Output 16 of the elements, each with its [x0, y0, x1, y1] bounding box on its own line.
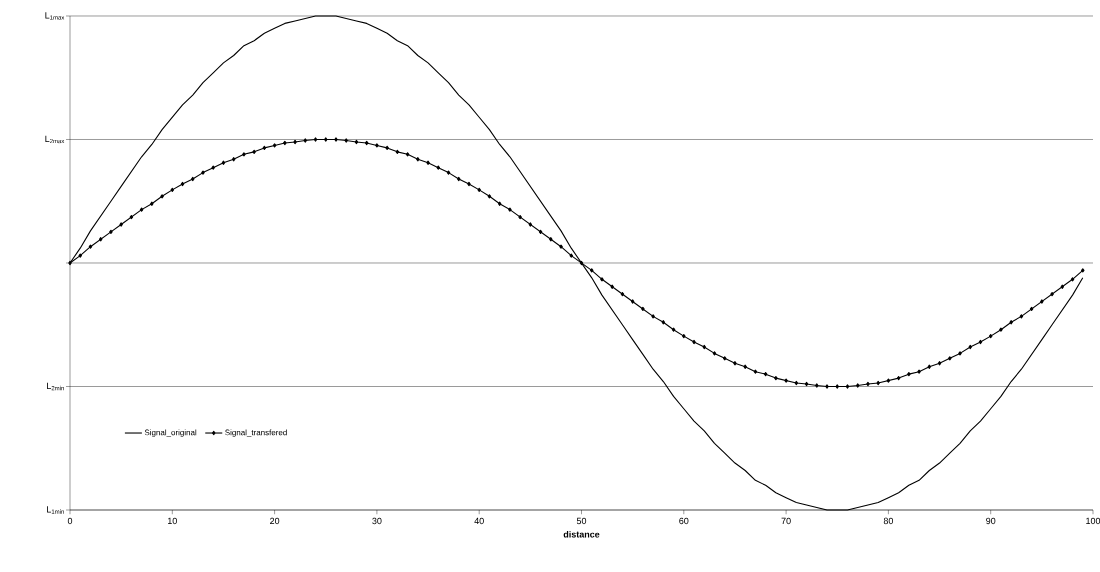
x-tick-label: 20 — [270, 517, 280, 525]
ref-line-label: L$_{1max}$ — [45, 12, 65, 20]
ref-line-label: L$_{2max}$ — [45, 135, 65, 144]
x-tick-label: 0 — [67, 517, 73, 525]
x-tick-label: 80 — [883, 517, 894, 525]
x-tick-label: 90 — [986, 517, 996, 525]
ref-line-label: L$_{2min}$ — [47, 382, 64, 391]
x-tick-label: 100 — [1086, 517, 1100, 525]
x-tick-label: 50 — [576, 517, 587, 525]
x-tick-label: 70 — [781, 517, 791, 525]
x-tick-label: 60 — [679, 517, 689, 525]
x-axis-title: distance — [563, 530, 600, 538]
ref-line-label: L$_{1min}$ — [47, 506, 64, 514]
x-tick-label: 40 — [474, 517, 484, 525]
x-tick-label: 30 — [372, 517, 382, 525]
x-tick-label: 10 — [168, 517, 177, 525]
